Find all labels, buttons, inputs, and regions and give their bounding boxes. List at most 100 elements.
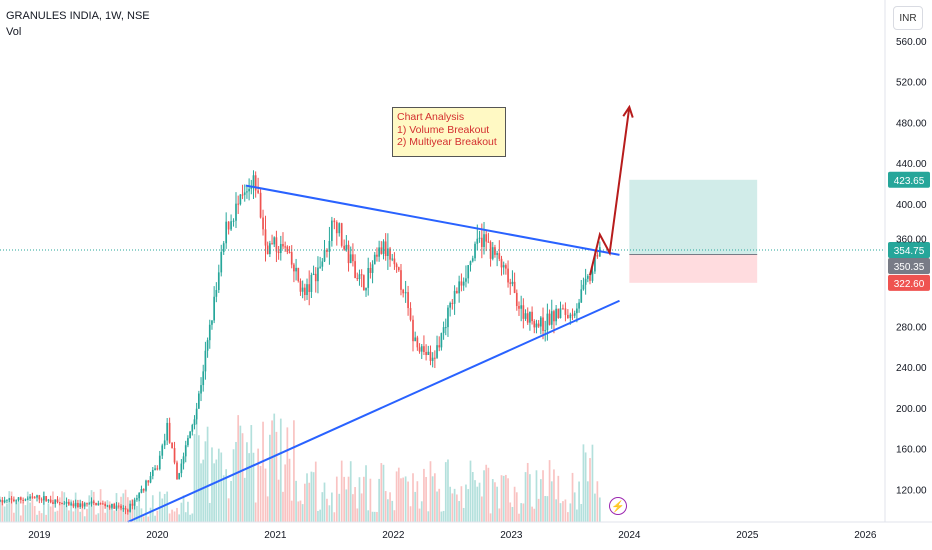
y-tick-label: 440.00 [896, 159, 927, 170]
candle-body [515, 292, 518, 307]
volume-bar [293, 420, 295, 522]
candle-body [222, 243, 225, 253]
candle-body [453, 290, 456, 304]
volume-bar [335, 476, 338, 522]
currency-button[interactable]: INR [893, 6, 923, 30]
volume-bar [358, 477, 361, 522]
volume-bar [395, 471, 398, 522]
volume-bar [189, 514, 191, 522]
candle-body [444, 327, 447, 329]
candle-body [333, 220, 336, 223]
candle-body [586, 275, 589, 279]
candle-body [10, 498, 13, 500]
candle-body [299, 280, 302, 292]
long-position-tool[interactable] [629, 179, 758, 283]
volume-indicator-label[interactable]: Vol [6, 26, 22, 38]
volume-bar [345, 489, 348, 522]
candle-body [544, 330, 547, 332]
volume-bar [571, 472, 574, 522]
volume-bar [0, 496, 1, 522]
chart-analysis-note[interactable]: Chart Analysis 1) Volume Breakout 2) Mul… [392, 107, 506, 157]
candle-body [1, 499, 4, 503]
candle-body [553, 311, 555, 322]
candle-body [474, 243, 476, 259]
candle-body [235, 203, 237, 221]
candle-body [77, 502, 79, 508]
candle-body [502, 265, 505, 268]
candle-body [301, 287, 304, 292]
volume-bar [215, 459, 218, 522]
volume-bar [467, 489, 470, 522]
candle-body [331, 220, 333, 241]
x-tick-label: 2025 [736, 530, 759, 541]
volume-bar [573, 492, 576, 522]
volume-bar [529, 474, 531, 522]
candle-body [161, 445, 164, 456]
candle-body [338, 223, 341, 234]
volume-bar [360, 493, 363, 522]
candle-body [92, 501, 95, 503]
candle-body [54, 499, 57, 504]
candle-body [569, 314, 572, 319]
volume-bar [208, 502, 211, 522]
volume-bar [145, 490, 147, 522]
candle-body [345, 244, 348, 250]
candle-body [38, 495, 41, 500]
candle-body [520, 305, 523, 309]
volume-bar [286, 427, 289, 522]
candle-body [312, 273, 315, 275]
stop-price-label-bg [888, 274, 930, 291]
volume-bar [161, 498, 164, 522]
candle-body [58, 502, 61, 504]
candle-body [122, 508, 125, 510]
volume-bar [222, 475, 225, 522]
volume-bar [24, 505, 27, 522]
lightning-icon[interactable]: ⚡ [609, 497, 627, 515]
volume-bar [180, 502, 183, 522]
volume-bar [47, 503, 50, 522]
volume-bar [104, 512, 106, 522]
candle-body [149, 476, 152, 483]
volume-bar [409, 506, 412, 522]
volume-bar [402, 477, 405, 522]
volume-bar [45, 514, 47, 522]
candle-body [373, 254, 376, 265]
candle-body [326, 249, 328, 252]
candle-body [156, 468, 159, 470]
candle-body [462, 281, 465, 286]
volume-bar [273, 413, 276, 522]
volume-bar [444, 462, 447, 522]
candle-body [391, 258, 394, 260]
candle-body [576, 308, 578, 314]
volume-bar [542, 470, 544, 522]
candle-body [252, 175, 255, 187]
candle-body [6, 499, 8, 501]
volume-bar [557, 475, 560, 522]
volume-bar [539, 479, 542, 522]
volume-bar [553, 469, 555, 522]
candle-body [382, 241, 385, 254]
candle-body [369, 267, 372, 273]
candle-body [17, 497, 20, 501]
candle-body [328, 240, 331, 252]
candle-body [546, 313, 549, 331]
candle-body [347, 244, 350, 264]
target-price-label: 423.65 [894, 176, 925, 187]
candle-body [489, 242, 492, 259]
candle-body [557, 308, 560, 319]
candle-body [571, 314, 574, 316]
volume-bar [299, 500, 302, 522]
candle-body [250, 186, 253, 189]
volume-bar [277, 479, 280, 522]
trendlines[interactable] [0, 104, 885, 523]
volume-bar [400, 478, 402, 522]
volume-bar [535, 470, 538, 522]
candle-body [217, 272, 220, 290]
volume-bar [225, 469, 228, 522]
volume-bar [555, 499, 557, 522]
candle-body [154, 468, 156, 470]
volume-bar [520, 503, 523, 522]
volume-bar [509, 502, 512, 522]
volume-bar [220, 452, 223, 522]
